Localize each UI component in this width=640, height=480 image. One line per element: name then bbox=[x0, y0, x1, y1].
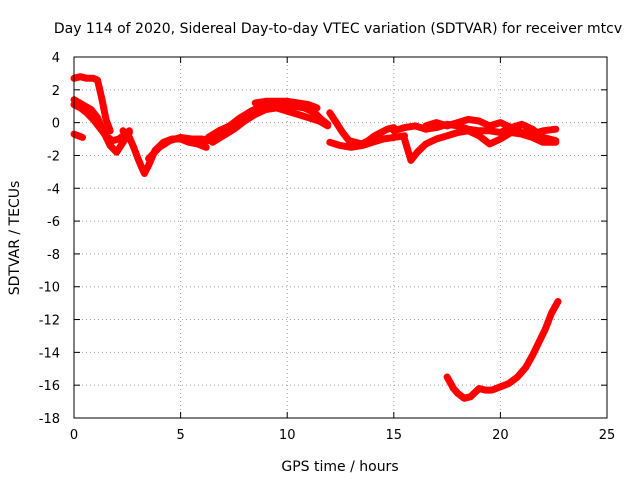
x-axis-label: GPS time / hours bbox=[281, 459, 398, 475]
series-track-d bbox=[70, 130, 86, 141]
y-tick-label: 0 bbox=[52, 117, 60, 132]
series-track-c bbox=[70, 101, 133, 145]
y-tick-label: -12 bbox=[39, 314, 60, 329]
y-tick-label: -18 bbox=[39, 412, 60, 427]
y-tick-label: -2 bbox=[47, 149, 60, 164]
y-tick-label: -10 bbox=[39, 281, 60, 296]
y-tick-label: 2 bbox=[52, 84, 60, 99]
chart-title: Day 114 of 2020, Sidereal Day-to-day VTE… bbox=[54, 21, 622, 37]
x-tick-label: 15 bbox=[386, 428, 403, 443]
series-track-i bbox=[251, 97, 321, 112]
x-tick-label: 20 bbox=[492, 428, 509, 443]
y-tick-label: -8 bbox=[47, 248, 60, 263]
series-track-f bbox=[145, 133, 212, 163]
y-axis-label: SDTVAR / TECUs bbox=[7, 181, 23, 296]
y-tick-label: -16 bbox=[39, 379, 60, 394]
series-track-o bbox=[443, 298, 562, 402]
y-tick-label: -14 bbox=[39, 346, 60, 361]
plot-frame bbox=[73, 56, 608, 419]
x-tick-label: 10 bbox=[279, 428, 296, 443]
x-tick-label: 0 bbox=[70, 428, 78, 443]
x-tick-label: 25 bbox=[599, 428, 616, 443]
y-tick-label: -6 bbox=[47, 215, 60, 230]
series-track-k bbox=[326, 132, 408, 151]
y-tick-label: -4 bbox=[47, 182, 60, 197]
data-series bbox=[70, 73, 562, 402]
series-track-a bbox=[70, 73, 114, 135]
y-tick-label: 4 bbox=[52, 51, 60, 66]
series-track-h bbox=[209, 104, 332, 146]
series-track-n bbox=[422, 115, 560, 138]
axis-ticks bbox=[73, 56, 608, 419]
x-tick-label: 5 bbox=[176, 428, 184, 443]
